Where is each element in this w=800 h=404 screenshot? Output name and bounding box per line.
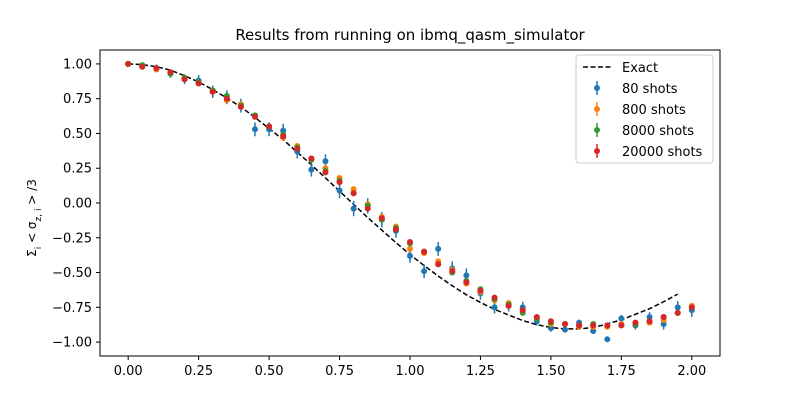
chart-title: Results from running on ibmq_qasm_simula… xyxy=(235,26,585,45)
data-point xyxy=(322,158,329,165)
data-point xyxy=(280,133,287,140)
legend-label: 80 shots xyxy=(622,82,678,97)
y-tick-label: 0.00 xyxy=(63,197,92,212)
legend: Exact 80 shots 800 shots 8000 shots 20000 s… xyxy=(575,54,714,164)
data-point xyxy=(533,314,540,321)
data-point xyxy=(618,315,625,322)
data-point xyxy=(308,155,315,162)
data-point xyxy=(576,322,583,329)
data-point xyxy=(505,302,512,309)
x-tick-label: 0.00 xyxy=(114,364,143,379)
data-point xyxy=(322,169,329,176)
data-point xyxy=(604,322,611,329)
data-point xyxy=(562,326,568,333)
data-point xyxy=(252,126,258,133)
x-tick-label: 1.00 xyxy=(396,364,425,379)
plot-area: 0.00 0.25 0.50 0.75 1.00 1.25 1.50 1.75 2.00 1.00… xyxy=(52,57,706,379)
data-point xyxy=(660,314,667,321)
data-point xyxy=(125,60,132,67)
data-point xyxy=(463,279,470,286)
x-tick-label: 2.00 xyxy=(677,364,706,379)
data-point xyxy=(660,321,667,328)
data-point xyxy=(392,226,399,233)
data-point xyxy=(350,190,357,197)
x-tick-label: 1.50 xyxy=(536,364,565,379)
data-point xyxy=(139,63,146,70)
data-point xyxy=(435,261,442,268)
data-point xyxy=(674,304,681,311)
data-point xyxy=(519,307,526,314)
y-tick-label: −0.75 xyxy=(52,301,92,316)
data-point xyxy=(181,76,188,83)
y-tick-label: 0.50 xyxy=(63,127,92,142)
exact-curve xyxy=(128,63,679,330)
data-point xyxy=(463,272,470,279)
data-point xyxy=(590,322,597,329)
legend-swatch-marker xyxy=(594,85,600,91)
data-point xyxy=(237,104,244,111)
data-point xyxy=(421,268,428,275)
data-point xyxy=(364,205,371,212)
data-point xyxy=(477,287,484,294)
data-point xyxy=(266,123,273,130)
data-point xyxy=(350,186,357,193)
data-point xyxy=(378,215,385,222)
x-tick-label: 1.25 xyxy=(466,364,495,379)
legend-label: 20000 shots xyxy=(622,145,703,160)
data-point xyxy=(604,336,611,343)
series-3 xyxy=(125,60,695,329)
data-point xyxy=(223,95,230,102)
data-point xyxy=(449,268,456,275)
data-point xyxy=(688,304,695,311)
legend-swatch-marker xyxy=(594,127,600,133)
data-point xyxy=(336,187,343,194)
x-tick-label: 0.25 xyxy=(184,364,213,379)
legend-swatch-marker xyxy=(594,148,600,154)
data-point xyxy=(491,294,498,301)
data-point xyxy=(252,113,258,120)
data-point xyxy=(294,145,301,152)
legend-label: 800 shots xyxy=(622,103,686,118)
data-point xyxy=(590,327,597,334)
data-point xyxy=(336,179,343,186)
data-point xyxy=(407,238,413,245)
y-tick-label: 0.75 xyxy=(63,92,92,107)
y-tick-label: 1.00 xyxy=(63,57,92,72)
x-tick-label: 0.50 xyxy=(255,364,284,379)
x-tick-label: 1.75 xyxy=(607,364,636,379)
y-tick-label: −0.50 xyxy=(52,266,92,281)
data-point xyxy=(618,322,625,329)
data-point xyxy=(435,245,442,252)
data-point xyxy=(632,319,639,326)
data-point xyxy=(547,325,554,332)
legend-frame xyxy=(575,54,714,164)
legend-swatch-marker xyxy=(594,106,600,112)
legend-exact-label: Exact xyxy=(622,61,658,76)
data-point xyxy=(547,318,554,325)
data-point xyxy=(491,304,498,311)
data-point xyxy=(646,314,653,321)
axes-frame xyxy=(99,49,721,357)
data-point xyxy=(153,65,160,72)
data-point xyxy=(308,166,315,173)
x-tick-label: 0.75 xyxy=(325,364,354,379)
data-point xyxy=(209,88,216,95)
legend-label: 8000 shots xyxy=(622,124,694,139)
data-point xyxy=(280,127,287,134)
y-tick-label: −1.00 xyxy=(52,336,92,351)
data-point xyxy=(421,248,428,255)
data-point xyxy=(350,205,357,212)
y-tick-label: 0.25 xyxy=(63,162,92,177)
data-point xyxy=(407,245,413,252)
y-tick-label: −0.25 xyxy=(52,231,92,246)
data-point xyxy=(674,309,681,316)
data-point xyxy=(167,69,174,76)
data-point xyxy=(646,318,653,325)
data-point xyxy=(195,80,202,87)
data-point xyxy=(562,321,568,328)
data-point xyxy=(407,252,413,259)
